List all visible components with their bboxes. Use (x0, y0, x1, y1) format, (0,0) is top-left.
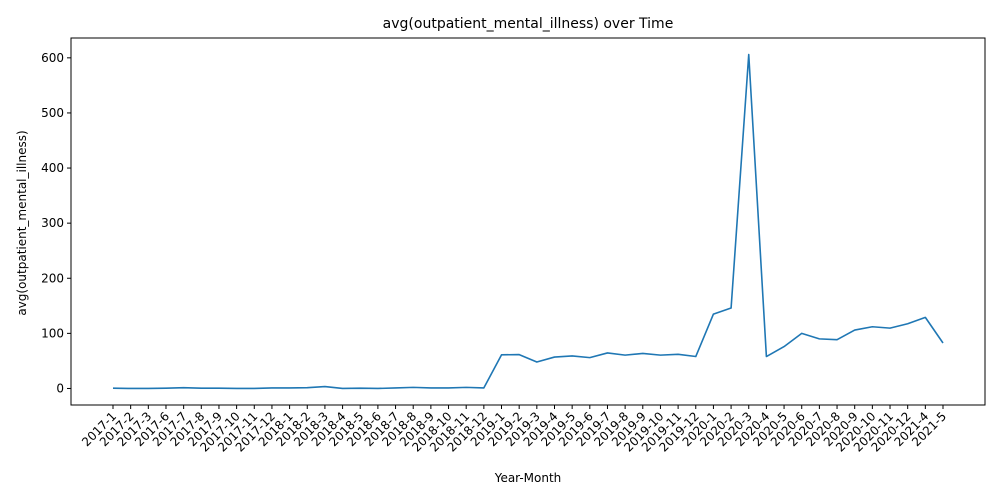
y-tick-label: 500 (41, 106, 64, 120)
y-tick-label: 400 (41, 161, 64, 175)
chart-title: avg(outpatient_mental_illness) over Time (383, 16, 674, 32)
series-line (112, 53, 944, 390)
y-tick-label: 300 (41, 216, 64, 230)
y-axis-title: avg(outpatient_mental_illness) (15, 130, 29, 315)
plot-area: 01002003004005006002017-12017-22017-3201… (41, 37, 986, 455)
x-axis-title: Year-Month (494, 471, 562, 485)
y-tick-label: 600 (41, 51, 64, 65)
y-tick-label: 200 (41, 271, 64, 285)
y-tick-label: 100 (41, 326, 64, 340)
plot-frame (70, 37, 986, 406)
y-tick-label: 0 (56, 381, 64, 395)
